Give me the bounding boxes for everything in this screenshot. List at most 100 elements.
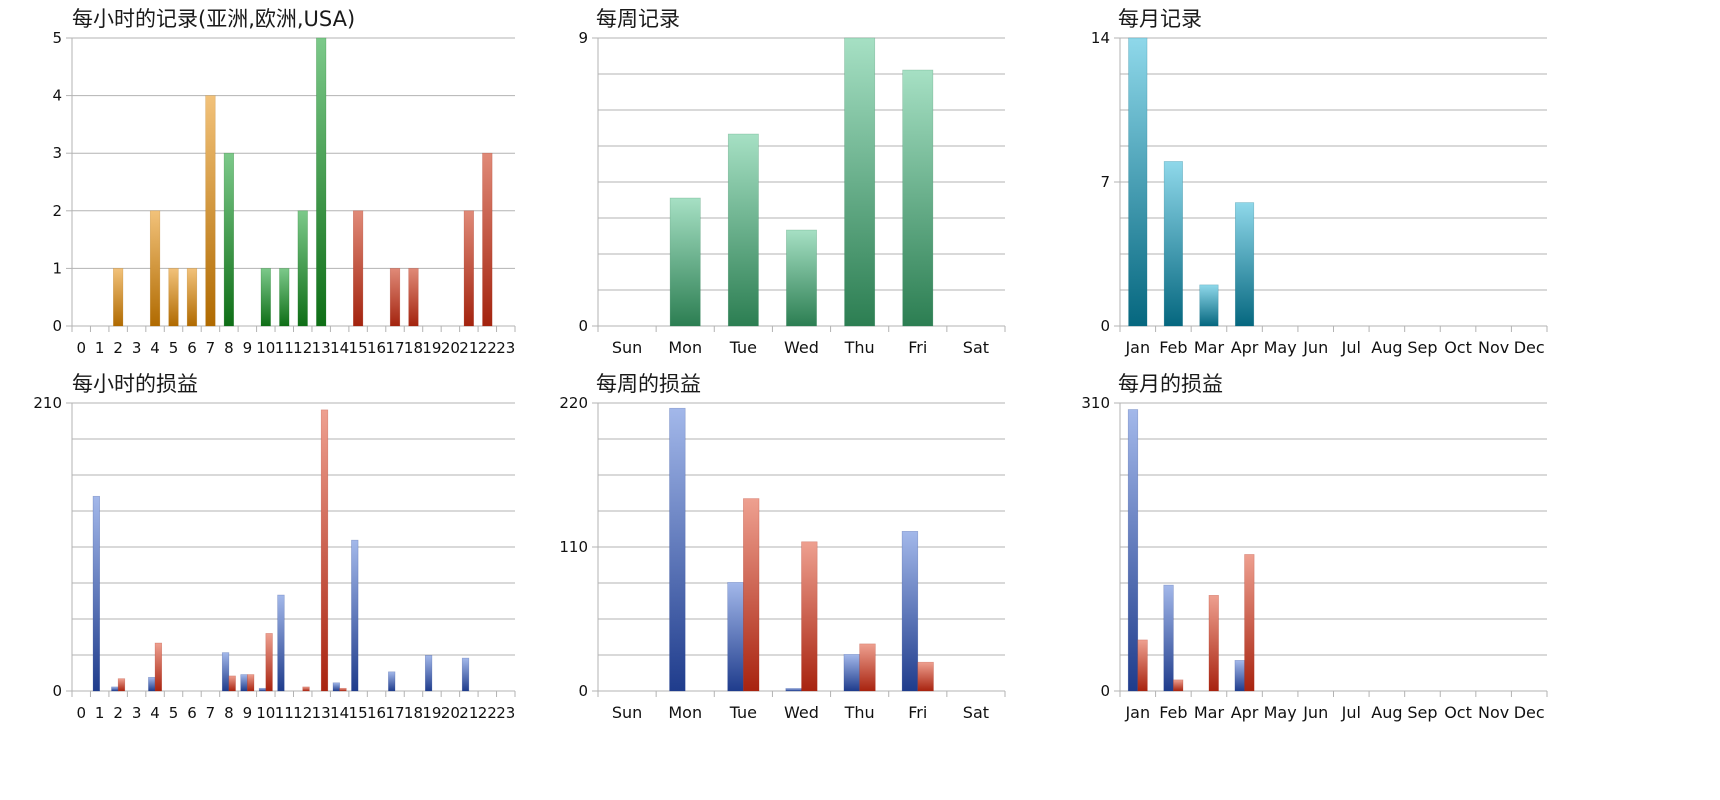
x-tick-label: 0 xyxy=(76,339,86,357)
x-tick-label: Aug xyxy=(1371,338,1402,357)
bar xyxy=(844,37,876,327)
monthly-records-chart: 每月记录 0 7 14 Jan Feb Mar Apr May Jun Jul Aug Sep Oct No… xyxy=(1091,7,1548,357)
chart-title: 每月记录 xyxy=(1118,7,1202,31)
x-tick-label: Oct xyxy=(1444,338,1472,357)
bar xyxy=(743,498,760,692)
bar xyxy=(113,268,124,327)
bar xyxy=(463,210,474,327)
bar xyxy=(111,686,119,692)
x-tick-label: 2 xyxy=(113,339,123,357)
bar xyxy=(265,633,273,692)
y-tick-label: 310 xyxy=(1081,394,1110,412)
x-tick-label: Jun xyxy=(1302,703,1328,722)
x-tick-label: Apr xyxy=(1231,338,1259,357)
bar xyxy=(1127,409,1139,692)
y-tick-label: 0 xyxy=(52,682,62,700)
bar xyxy=(917,661,934,692)
y-tick-label: 4 xyxy=(52,87,62,105)
x-tick-label: Jan xyxy=(1124,338,1150,357)
x-tick-label: Jan xyxy=(1124,703,1150,722)
x-tick-label: 1 xyxy=(95,339,105,357)
x-tick-label: 15 xyxy=(349,339,368,357)
x-tick-label: Aug xyxy=(1371,703,1402,722)
y-tick-label: 0 xyxy=(1100,317,1110,335)
chart-title: 每周的损益 xyxy=(596,372,701,396)
x-tick-label: 4 xyxy=(150,704,160,722)
x-tick-label: 14 xyxy=(330,339,349,357)
x-tick-label: 20 xyxy=(441,339,460,357)
chart-title: 每周记录 xyxy=(596,7,680,31)
bar xyxy=(186,268,198,327)
x-tick-label: 9 xyxy=(243,704,253,722)
x-tick-label: Tue xyxy=(729,338,757,357)
x-tick-label: 6 xyxy=(187,339,197,357)
y-tick-label: 0 xyxy=(1100,682,1110,700)
x-tick-label: Feb xyxy=(1159,703,1187,722)
bar xyxy=(902,69,934,327)
x-tick-label: 23 xyxy=(496,339,515,357)
x-tick-label: 12 xyxy=(293,704,312,722)
bar xyxy=(843,654,860,692)
x-tick-label: 0 xyxy=(76,704,86,722)
bar xyxy=(247,674,255,692)
x-tick-label: Fri xyxy=(908,703,927,722)
x-tick-label: 5 xyxy=(169,704,179,722)
x-tick-label: 7 xyxy=(206,704,216,722)
x-tick-label: 9 xyxy=(243,339,253,357)
y-tick-label: 110 xyxy=(559,538,588,556)
x-tick-label: Dec xyxy=(1514,338,1545,357)
x-tick-label: 12 xyxy=(293,339,312,357)
bar xyxy=(320,409,329,692)
x-tick-label: 18 xyxy=(404,339,423,357)
y-tick-label: 0 xyxy=(52,317,62,335)
bar xyxy=(1163,161,1183,327)
bar xyxy=(316,37,327,327)
x-tick-label: 3 xyxy=(132,704,142,722)
y-tick-label: 1 xyxy=(52,259,62,277)
x-tick-label: Jun xyxy=(1302,338,1328,357)
x-tick-label: 23 xyxy=(496,704,515,722)
x-tick-label: 22 xyxy=(478,704,497,722)
bar xyxy=(408,268,419,327)
bar xyxy=(117,678,126,692)
bar xyxy=(240,674,248,692)
bar xyxy=(260,268,271,327)
y-tick-label: 0 xyxy=(578,317,588,335)
x-tick-label: Fri xyxy=(908,338,927,357)
chart-title: 每小时的记录(亚洲,欧洲,USA) xyxy=(72,7,355,31)
x-tick-label: 17 xyxy=(385,704,404,722)
chart-title: 每小时的损益 xyxy=(72,372,198,396)
x-tick-label: Tue xyxy=(729,703,757,722)
bar xyxy=(1199,284,1219,327)
bar xyxy=(388,671,396,692)
bar xyxy=(297,210,308,327)
x-tick-label: Feb xyxy=(1159,338,1187,357)
x-tick-label: 2 xyxy=(113,704,123,722)
x-tick-label: 5 xyxy=(169,339,179,357)
bar xyxy=(1137,639,1148,692)
x-tick-label: Thu xyxy=(844,338,875,357)
x-tick-label: 19 xyxy=(422,704,441,722)
bar xyxy=(279,268,290,327)
bar xyxy=(859,643,876,692)
bar xyxy=(786,229,817,327)
x-tick-label: 8 xyxy=(224,339,234,357)
x-tick-label: Sep xyxy=(1407,703,1437,722)
x-tick-label: 11 xyxy=(275,704,294,722)
x-tick-label: 11 xyxy=(275,339,294,357)
bar xyxy=(148,676,156,692)
x-tick-label: 20 xyxy=(441,704,460,722)
x-tick-label: 3 xyxy=(132,339,142,357)
bar xyxy=(277,594,285,692)
x-tick-label: Mon xyxy=(668,703,702,722)
x-tick-label: 8 xyxy=(224,704,234,722)
bar xyxy=(228,675,236,692)
bar xyxy=(92,495,100,692)
bar xyxy=(461,657,470,692)
bar xyxy=(727,133,759,327)
y-tick-label: 7 xyxy=(1100,173,1110,191)
bar xyxy=(727,582,744,692)
x-tick-label: Apr xyxy=(1231,703,1259,722)
x-tick-label: 18 xyxy=(404,704,423,722)
